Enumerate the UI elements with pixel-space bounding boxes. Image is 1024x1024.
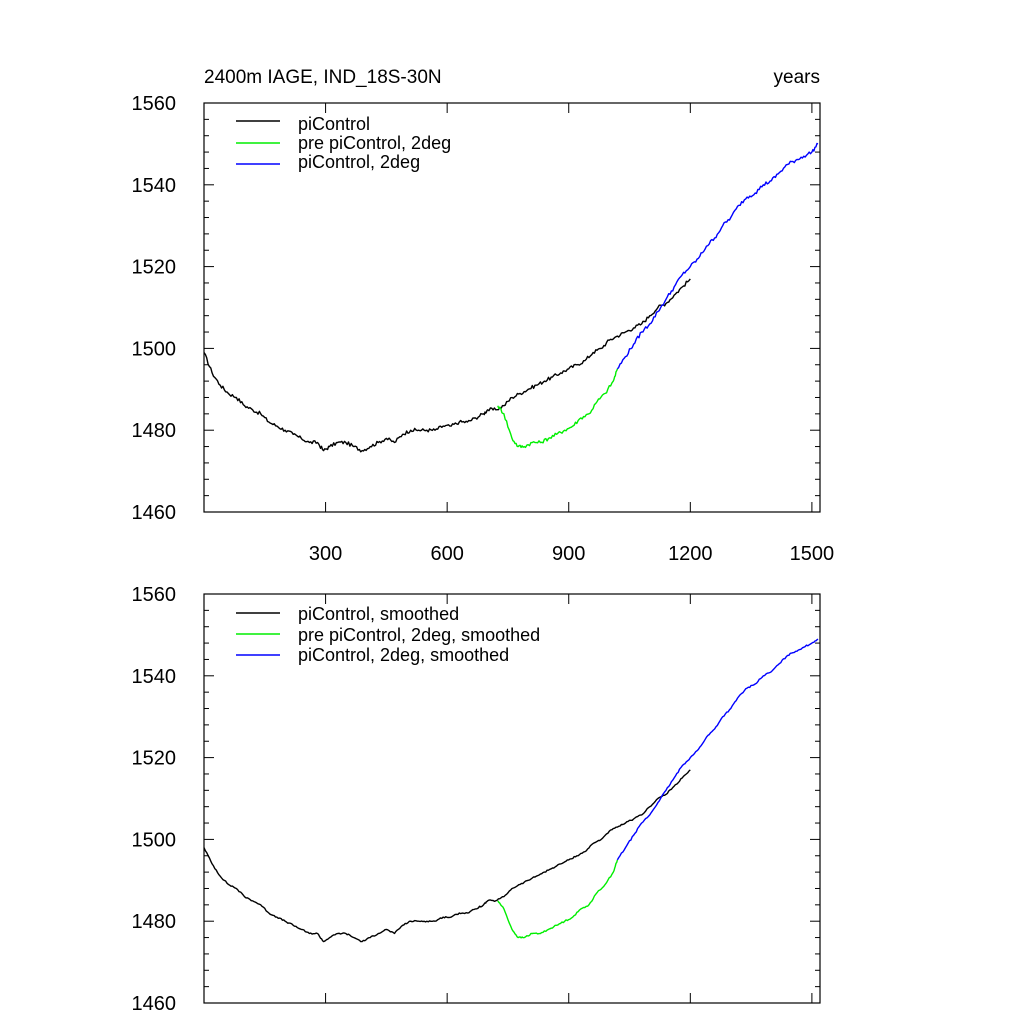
y-tick-label: 1560 [132,584,177,606]
y-tick-label: 1460 [132,993,177,1015]
y-tick-label: 1540 [132,175,177,197]
legend-label-1: pre piControl, 2deg [298,133,451,153]
x-tick-label: 300 [309,543,342,565]
x-tick-label: 600 [430,543,463,565]
series-line-1 [203,278,691,453]
y-tick-label: 1520 [132,748,177,770]
top-panel: 2400m IAGE, IND_18S-30N years piControl … [132,67,835,565]
legend-label-2: piControl, 2deg, smoothed [298,645,509,665]
y-tick-label: 1480 [132,911,177,933]
x-tick-label: 1500 [790,543,835,565]
series-line-3 [616,142,819,370]
y-tick-label: 1540 [132,666,177,688]
y-tick-label: 1500 [132,829,177,851]
x-tick-label: 900 [552,543,585,565]
legend-label-0: piControl, smoothed [298,604,459,624]
y-tick-label: 1500 [132,338,177,360]
legend: piControl, smoothed pre piControl, 2deg,… [298,604,540,665]
legend-label-1: pre piControl, 2deg, smoothed [298,625,540,645]
legend-label-0: piControl [298,114,370,134]
legend: piControl pre piControl, 2deg piControl,… [298,114,451,172]
series-line-2 [497,368,619,449]
y-tick-label: 1520 [132,257,177,279]
series-line-2 [497,859,619,939]
y-tick-label: 1480 [132,420,177,442]
plot-frame [203,593,821,1004]
y-tick-label: 1460 [132,502,177,524]
chart-title: 2400m IAGE, IND_18S-30N [204,67,442,88]
x-tick-label: 1200 [668,543,713,565]
series-line-3 [616,638,819,861]
plot-frame [203,102,821,513]
chart-units: years [774,67,820,88]
bottom-panel: piControl, smoothed pre piControl, 2deg,… [132,584,821,1015]
series-line-1 [203,769,691,943]
legend-label-2: piControl, 2deg [298,152,420,172]
y-tick-label: 1560 [132,93,177,115]
